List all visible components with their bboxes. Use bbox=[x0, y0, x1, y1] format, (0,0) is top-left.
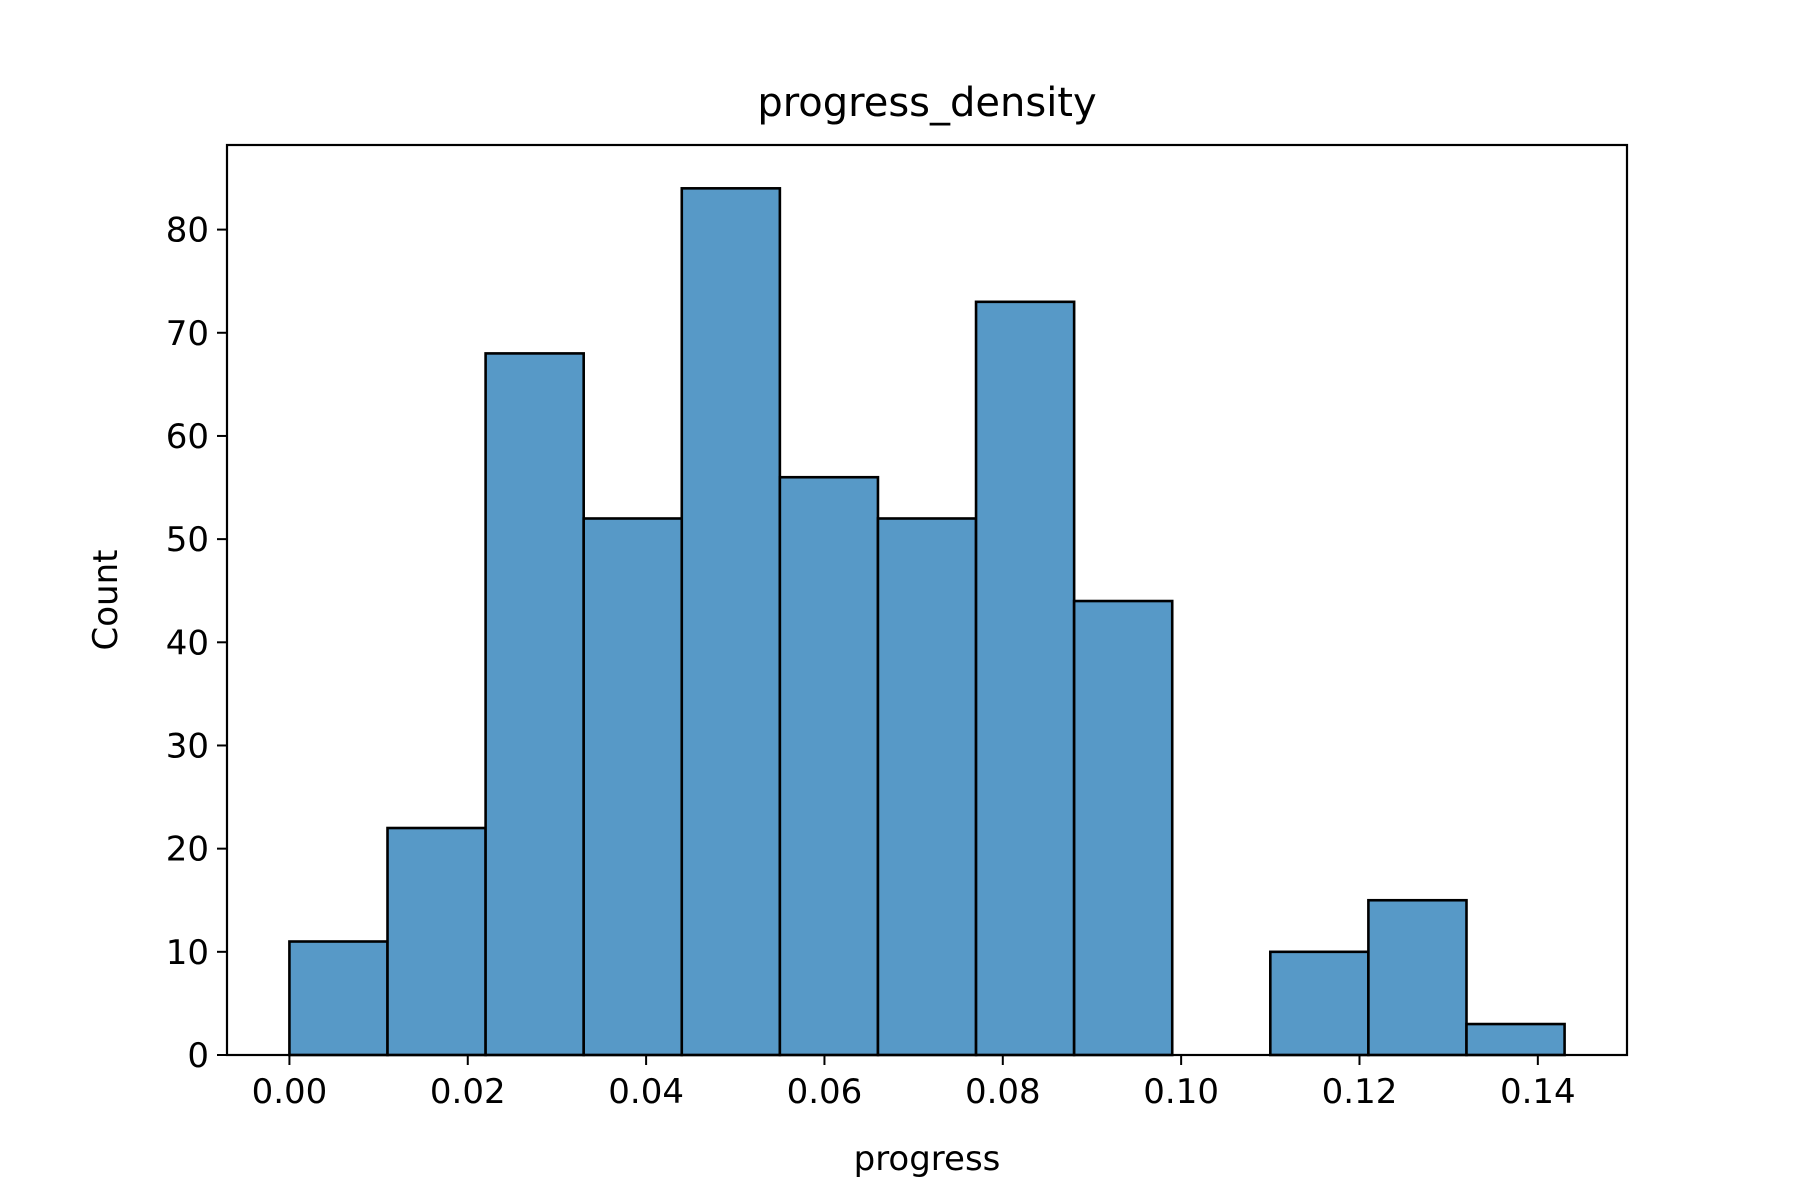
y-tick-label: 80 bbox=[166, 211, 209, 251]
y-tick-label: 70 bbox=[166, 314, 209, 354]
histogram-bar bbox=[680, 187, 782, 1057]
y-tick-label: 50 bbox=[166, 520, 209, 560]
histogram-bar bbox=[876, 517, 978, 1057]
y-axis-label: Count bbox=[86, 550, 126, 651]
histogram-bar bbox=[1269, 950, 1370, 1057]
x-tick-label: 0.14 bbox=[1500, 1072, 1576, 1112]
x-tick-label: 0.04 bbox=[608, 1072, 684, 1112]
x-tick-label: 0.12 bbox=[1322, 1072, 1398, 1112]
histogram-bar bbox=[1465, 1022, 1566, 1057]
bars-group bbox=[288, 187, 1566, 1057]
x-tick-label: 0.02 bbox=[430, 1072, 506, 1112]
histogram-bar bbox=[484, 352, 585, 1057]
x-tick-label: 0.06 bbox=[787, 1072, 863, 1112]
x-axis-ticks: 0.00 0.02 0.04 0.06 0.08 0.10 0.12 0.14 bbox=[252, 1055, 1576, 1112]
histogram-bar bbox=[974, 300, 1076, 1057]
y-axis-ticks: 0 10 20 30 40 50 60 70 80 bbox=[166, 211, 227, 1076]
y-tick-label: 40 bbox=[166, 623, 209, 663]
histogram-bar bbox=[386, 826, 487, 1057]
chart-title: progress_density bbox=[757, 80, 1096, 126]
histogram-bar bbox=[288, 940, 389, 1057]
histogram-bar bbox=[778, 475, 880, 1057]
y-tick-label: 10 bbox=[166, 933, 209, 973]
histogram-bar bbox=[1072, 599, 1174, 1057]
histogram-bar bbox=[1367, 898, 1468, 1057]
y-tick-label: 30 bbox=[166, 726, 209, 766]
x-tick-label: 0.08 bbox=[965, 1072, 1041, 1112]
x-tick-label: 0.10 bbox=[1143, 1072, 1219, 1112]
plot-area-frame bbox=[225, 143, 1629, 1057]
histogram-bar bbox=[582, 517, 684, 1057]
x-axis-label: progress bbox=[854, 1139, 1001, 1179]
y-tick-label: 0 bbox=[187, 1036, 209, 1076]
y-tick-label: 60 bbox=[166, 417, 209, 457]
y-tick-label: 20 bbox=[166, 830, 209, 870]
x-tick-label: 0.00 bbox=[252, 1072, 328, 1112]
